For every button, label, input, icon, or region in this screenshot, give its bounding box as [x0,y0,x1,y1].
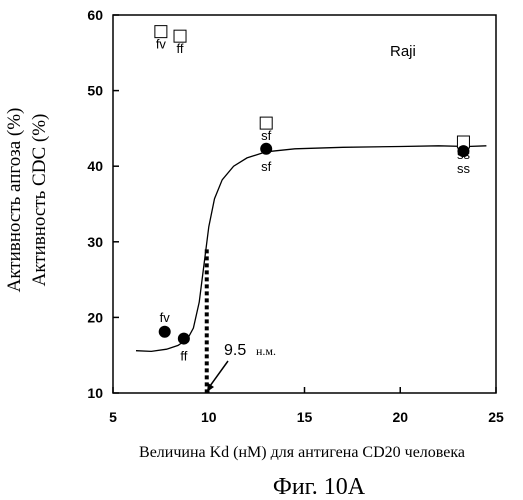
filled-circle-point [260,143,272,155]
y-tick-label: 60 [87,7,103,23]
y-axis-ticks: 10 20 30 40 50 60 [87,7,119,401]
y-tick-label: 50 [87,83,103,99]
annotation-arrow [210,361,228,386]
cell-line-tag: Raji [390,43,416,60]
filled-circle-point-label: ss [457,161,471,176]
x-tick-label: 10 [201,409,217,425]
annotation-unit: н.м. [256,344,276,358]
fit-curve [136,146,486,352]
filled-circle-point [159,326,171,338]
y-tick-label: 10 [87,385,103,401]
y-tick-label: 20 [87,309,103,325]
x-tick-label: 5 [109,409,117,425]
y-tick-label: 40 [87,158,103,174]
x-axis-label: Величина Kd (нМ) для антигена CD20 челов… [139,444,465,461]
open-square-point-label: sf [261,128,272,143]
data-points-group: fvffsfssfvffsfss [155,26,471,364]
open-square-point-label: ff [177,41,184,56]
x-tick-label: 15 [297,409,313,425]
filled-circle-point [457,145,469,157]
filled-circle-point-label: sf [261,159,272,174]
filled-circle-point-label: ff [180,349,187,364]
x-tick-label: 25 [488,409,504,425]
open-square-point-label: fv [156,37,167,52]
y-axis-label-outer: Активность апгоза (%) [4,108,25,293]
fit-curve-group [136,146,486,352]
filled-circle-point [178,333,190,345]
figure-caption: Фиг. 10А [273,474,366,500]
y-tick-label: 30 [87,234,103,250]
filled-circle-point-label: fv [160,310,171,325]
x-tick-label: 20 [392,409,408,425]
plot-frame [113,15,496,393]
annotation-value: 9.5 [224,342,246,359]
y-axis-label-inner: Активность CDC (%) [29,114,50,287]
